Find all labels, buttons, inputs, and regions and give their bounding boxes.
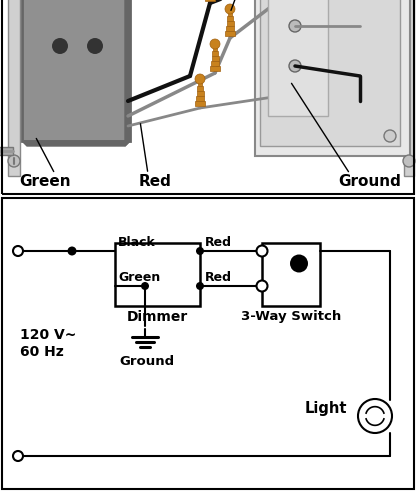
Bar [8, 0, 20, 176]
Circle shape [290, 254, 308, 273]
Text: Red: Red [205, 236, 232, 249]
Circle shape [225, 4, 235, 14]
Text: Light: Light [305, 401, 347, 415]
Bar [205, 0, 215, 1]
Circle shape [13, 451, 23, 461]
Circle shape [257, 280, 267, 292]
Circle shape [358, 399, 392, 433]
Bar [198, 81, 202, 86]
Bar [226, 21, 233, 26]
Bar [210, 66, 220, 71]
Circle shape [196, 282, 204, 290]
Circle shape [403, 155, 415, 167]
Bar [228, 11, 232, 16]
Bar [211, 56, 218, 61]
Bar [212, 51, 218, 56]
Circle shape [384, 130, 396, 142]
Bar [195, 101, 205, 106]
Bar [225, 31, 235, 36]
Text: Green: Green [118, 271, 160, 284]
Circle shape [210, 39, 220, 49]
Bar [260, 0, 400, 146]
Circle shape [141, 282, 149, 290]
Bar [196, 96, 204, 101]
Circle shape [87, 38, 103, 54]
Circle shape [257, 246, 267, 256]
Circle shape [196, 247, 204, 255]
Polygon shape [22, 141, 130, 146]
Bar [213, 46, 217, 51]
Circle shape [13, 246, 23, 256]
Bar [404, 0, 414, 176]
Bar [255, 0, 410, 156]
Bar [22, 0, 130, 141]
Text: Black: Black [118, 236, 156, 249]
Bar [227, 16, 233, 21]
Bar [115, 243, 200, 306]
Bar [262, 243, 320, 306]
Circle shape [52, 38, 68, 54]
Text: Red: Red [205, 271, 232, 284]
Bar [268, 0, 328, 116]
Text: Ground: Ground [119, 355, 175, 368]
Text: Ground: Ground [339, 173, 401, 189]
Circle shape [67, 246, 77, 255]
Bar [0, 147, 13, 155]
Circle shape [289, 60, 301, 72]
Text: 120 V~
60 Hz: 120 V~ 60 Hz [20, 328, 77, 358]
Bar [196, 91, 203, 96]
Circle shape [8, 155, 20, 167]
Bar [197, 86, 203, 91]
Text: Green: Green [19, 173, 71, 189]
Text: Red: Red [139, 173, 171, 189]
Circle shape [258, 282, 266, 290]
Text: Dimmer: Dimmer [127, 310, 188, 324]
Text: 3-Way Switch: 3-Way Switch [241, 310, 341, 323]
Bar [211, 61, 219, 66]
Circle shape [289, 20, 301, 32]
Circle shape [258, 247, 266, 255]
Circle shape [195, 74, 205, 84]
Bar [226, 26, 234, 31]
Polygon shape [125, 0, 130, 146]
